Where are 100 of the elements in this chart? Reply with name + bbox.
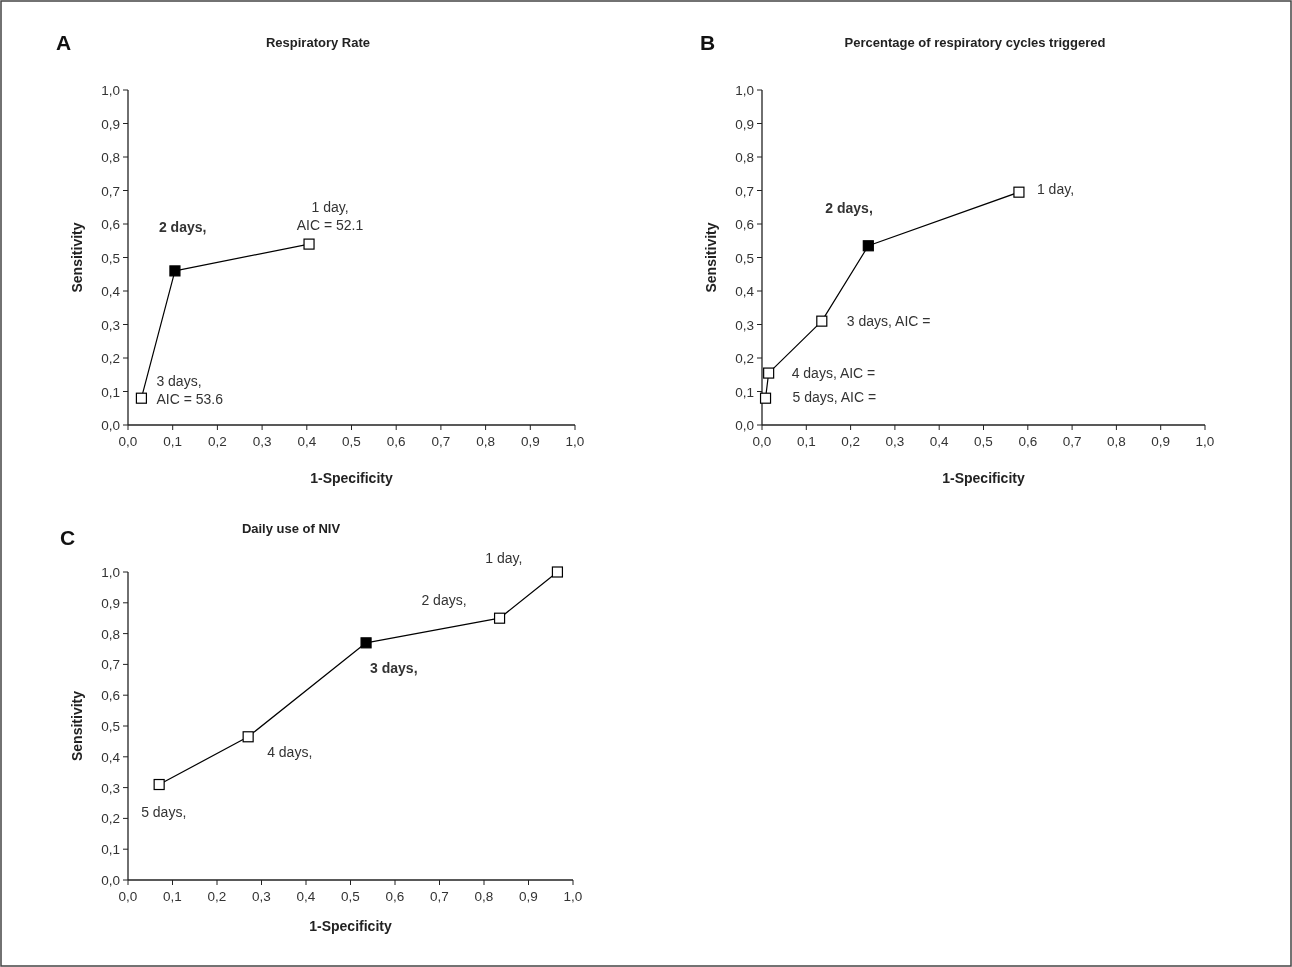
y-tick-label: 0,3 (101, 317, 120, 333)
y-tick-label: 0,9 (101, 116, 120, 132)
x-tick-label: 0,4 (297, 434, 317, 449)
point (135, 392, 148, 404)
x-tick-label: 1,0 (565, 434, 585, 449)
annotation: 3 days, AIC = (846, 313, 931, 330)
x-tick-label: 0,1 (163, 434, 183, 449)
x-tick-label: 0,8 (474, 889, 494, 904)
annotation: 2 days, (421, 592, 467, 609)
point (763, 367, 775, 379)
y-tick-label: 0,1 (735, 384, 754, 400)
y-axis-title: Sensitivity (703, 222, 719, 293)
x-tick-label: 0,9 (519, 889, 538, 904)
x-tick-label: 0,5 (974, 434, 993, 449)
y-tick-label: 0,2 (101, 811, 120, 827)
y-tick-label: 0,7 (101, 183, 120, 199)
x-tick-label: 1,0 (1195, 434, 1215, 449)
y-tick-label: 0,6 (735, 217, 754, 232)
y-axis-title: Sensitivity (69, 222, 85, 293)
x-tick-label: 0,6 (1018, 434, 1038, 449)
y-tick-label: 0,5 (101, 719, 120, 734)
x-tick-label: 0,0 (118, 889, 138, 904)
y-tick-label: 0,0 (101, 873, 120, 888)
chart-title: Percentage of respiratory cycles triggered (844, 35, 1106, 50)
y-tick-label: 0,2 (101, 351, 120, 366)
y-tick-label: 0,6 (101, 688, 120, 704)
y-tick-label: 0,7 (735, 183, 754, 199)
annotation: 5 days, AIC = (792, 389, 877, 406)
y-tick-label: 0,3 (101, 780, 120, 796)
annotation: 5 days, (141, 803, 187, 820)
y-tick-label: 0,4 (101, 284, 121, 299)
point (493, 612, 506, 624)
chart-title: Daily use of NIV (241, 521, 341, 536)
y-tick-label: 0,7 (101, 657, 120, 673)
y-tick-label: 0,8 (735, 150, 754, 165)
y-tick-label: 0,4 (735, 284, 755, 299)
annotation: 3 days, (370, 659, 418, 676)
y-tick-label: 0,1 (101, 842, 120, 858)
x-tick-label: 0,1 (163, 889, 182, 904)
point (1013, 186, 1025, 198)
y-tick-label: 0,0 (735, 418, 754, 433)
point (360, 637, 372, 649)
text: C (60, 526, 76, 549)
x-tick-label: 0,7 (431, 434, 451, 449)
y-tick-label: 0,6 (101, 217, 120, 232)
x-axis-title: 1-Specificity (309, 918, 392, 934)
y-tick-label: 0,1 (101, 384, 120, 400)
point (862, 240, 874, 252)
y-tick-label: 0,2 (735, 351, 754, 366)
x-tick-label: 0,8 (476, 434, 495, 449)
y-tick-label: 1,0 (735, 83, 754, 98)
x-tick-label: 0,7 (430, 889, 449, 904)
x-tick-label: 0,8 (1107, 434, 1126, 449)
point (242, 731, 254, 743)
annotation: 4 days, AIC = (791, 365, 876, 382)
y-tick-label: 0,5 (101, 250, 120, 266)
annotation: 2 days, (158, 218, 207, 235)
y-tick-label: 0,0 (101, 418, 120, 433)
x-tick-label: 0,4 (296, 889, 316, 904)
text: A (56, 31, 72, 54)
point (551, 566, 564, 578)
point (153, 778, 165, 791)
y-axis-title: Sensitivity (69, 690, 85, 762)
y-tick-label: 1,0 (101, 83, 120, 98)
x-tick-label: 0,5 (341, 889, 360, 904)
x-tick-label: 0,1 (796, 434, 816, 449)
annotation: 1 day, (485, 550, 523, 566)
x-tick-label: 0,2 (208, 434, 227, 449)
chart-title: Respiratory Rate (265, 35, 371, 50)
annotation: 1 day, AIC = 52.1 (296, 199, 364, 234)
text: B (700, 31, 716, 54)
y-tick-label: 0,3 (735, 317, 754, 333)
x-tick-label: 0,4 (929, 434, 950, 449)
y-tick-label: 0,8 (101, 626, 120, 642)
annotation: 2 days, (825, 199, 873, 216)
x-axis-title: 1-Specificity (942, 470, 1025, 486)
x-tick-label: 0,2 (207, 889, 227, 904)
y-tick-label: 0,8 (101, 150, 120, 165)
annotation: 4 days, (267, 743, 313, 760)
x-tick-label: 0,3 (252, 889, 271, 904)
x-tick-label: 0,3 (885, 434, 905, 449)
y-tick-label: 0,9 (101, 595, 120, 611)
x-tick-label: 0,0 (752, 434, 772, 449)
x-axis-title: 1-Specificity (310, 470, 393, 486)
annotation: 3 days, AIC = 53.6 (156, 373, 224, 408)
x-tick-label: 0,7 (1062, 434, 1082, 449)
y-tick-label: 0,4 (101, 749, 121, 765)
point (759, 392, 772, 404)
x-tick-label: 0,3 (252, 434, 272, 449)
x-tick-label: 1,0 (563, 889, 583, 904)
point (816, 315, 828, 327)
point (169, 265, 181, 277)
annotation: 1 day, (1036, 181, 1075, 198)
x-tick-label: 0,0 (118, 434, 138, 449)
y-tick-label: 1,0 (101, 565, 120, 580)
x-tick-label: 0,2 (841, 434, 860, 449)
x-tick-label: 0,6 (386, 434, 406, 449)
point (303, 238, 315, 250)
x-tick-label: 0,9 (1151, 434, 1171, 449)
x-tick-label: 0,6 (385, 889, 405, 904)
